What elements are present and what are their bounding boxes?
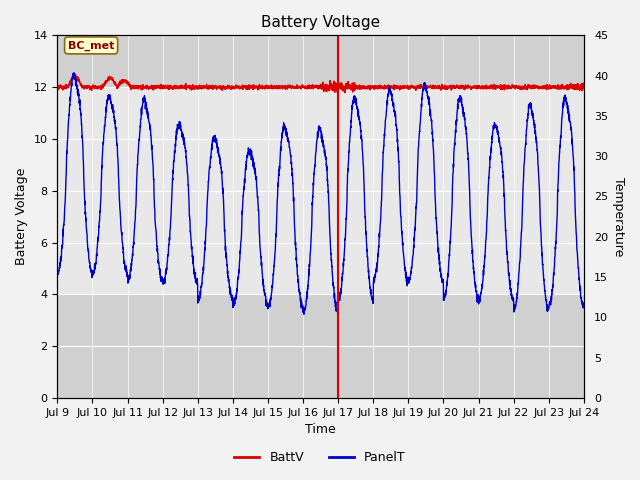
Y-axis label: Temperature: Temperature xyxy=(612,177,625,256)
Legend: BattV, PanelT: BattV, PanelT xyxy=(229,446,411,469)
Title: Battery Voltage: Battery Voltage xyxy=(261,15,380,30)
Bar xyxy=(58,36,584,87)
Text: BC_met: BC_met xyxy=(68,40,115,50)
Y-axis label: Battery Voltage: Battery Voltage xyxy=(15,168,28,265)
X-axis label: Time: Time xyxy=(305,423,336,436)
Bar xyxy=(58,294,584,398)
